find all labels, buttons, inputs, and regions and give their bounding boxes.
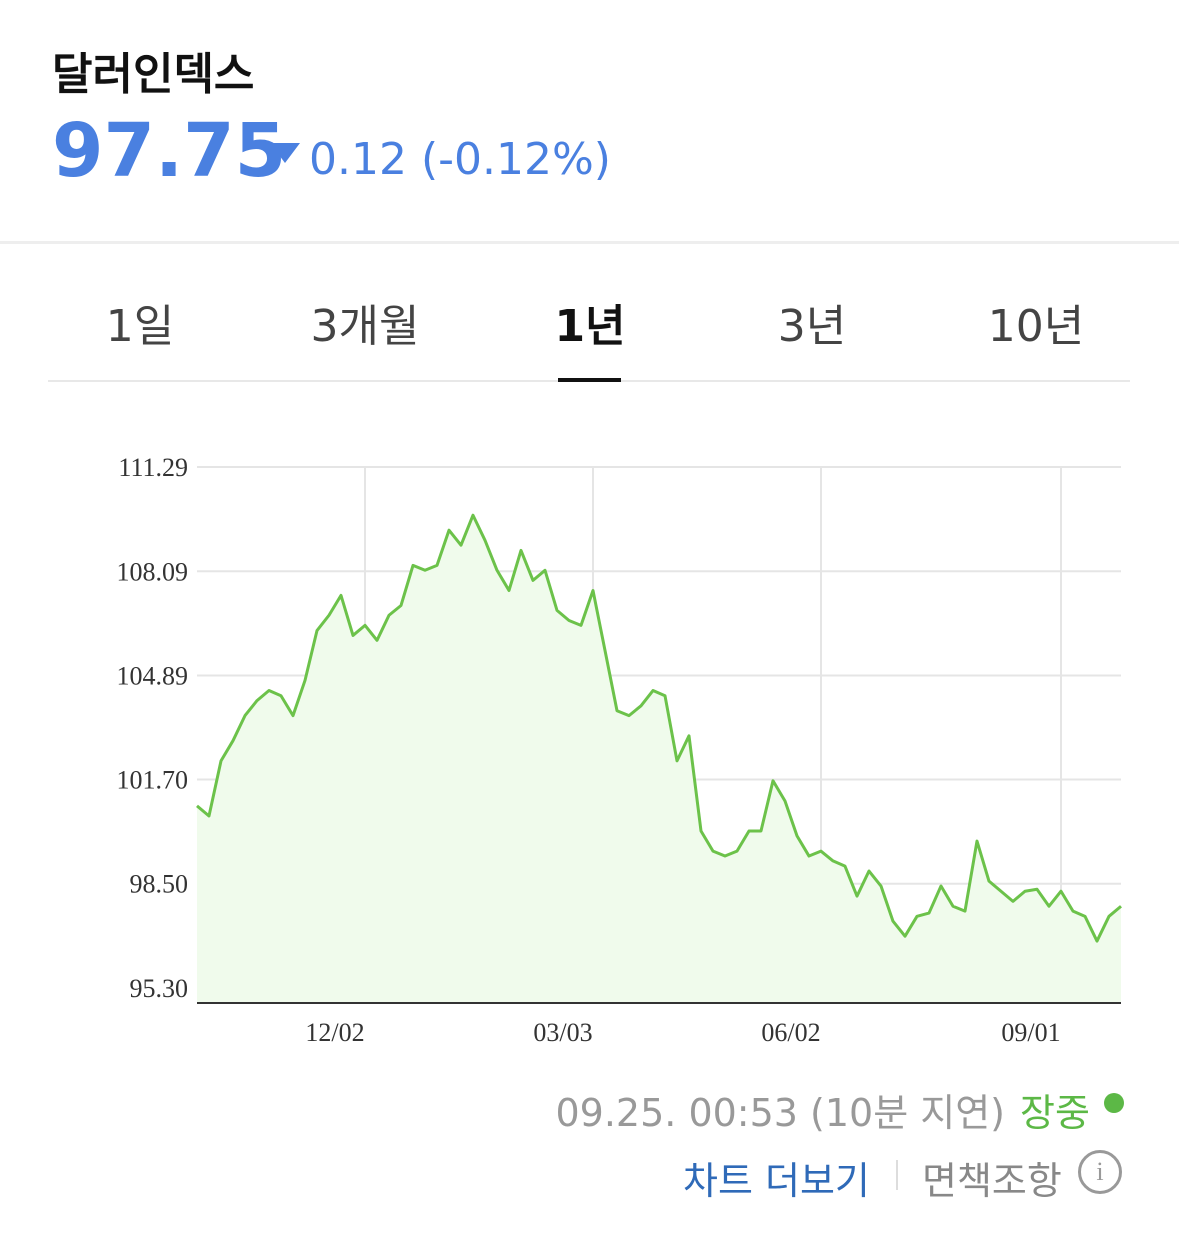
disclaimer[interactable]: 면책조항 [922, 1159, 1062, 1203]
tab[interactable]: 1일 [105, 301, 175, 352]
x-tick-label: 03/03 [533, 1018, 592, 1047]
price: 97.75 [52, 108, 287, 194]
info-icon[interactable]: i [1078, 1150, 1122, 1194]
separator [896, 1160, 898, 1190]
more-link[interactable]: 차트 더보기 [683, 1159, 870, 1203]
tab[interactable]: 1년 [554, 301, 626, 352]
area [197, 515, 1121, 1003]
y-tick-label: 111.29 [118, 453, 188, 482]
divider [0, 241, 1179, 244]
change: 0.12 (-0.12%) [309, 134, 611, 185]
tab[interactable]: 3개월 [310, 301, 420, 352]
y-tick-label: 101.70 [117, 765, 189, 794]
tab[interactable]: 10년 [987, 301, 1085, 352]
y-tick-label: 98.50 [130, 870, 189, 899]
y-tick-label: 95.30 [130, 974, 189, 1003]
down-arrow [270, 143, 300, 163]
x-tick-label: 09/01 [1001, 1018, 1060, 1047]
y-tick-label: 104.89 [117, 662, 189, 691]
tab-underline [558, 378, 621, 382]
chart: 95.30 98.50 101.70 104.89 108.09 111.29 12/02 0… [117, 453, 1122, 1047]
title: 달러인덱스 [52, 49, 255, 100]
line [196, 513, 1122, 943]
timestamp: 09.25. 00:53 (10분 지연) [555, 1091, 1006, 1135]
y-tick-label: 108.09 [117, 557, 189, 586]
status-dot [1104, 1093, 1124, 1113]
status: 장중 [1020, 1091, 1090, 1135]
x-tick-label: 12/02 [305, 1018, 364, 1047]
x-tick-label: 06/02 [761, 1018, 820, 1047]
tab[interactable]: 3년 [777, 301, 847, 352]
